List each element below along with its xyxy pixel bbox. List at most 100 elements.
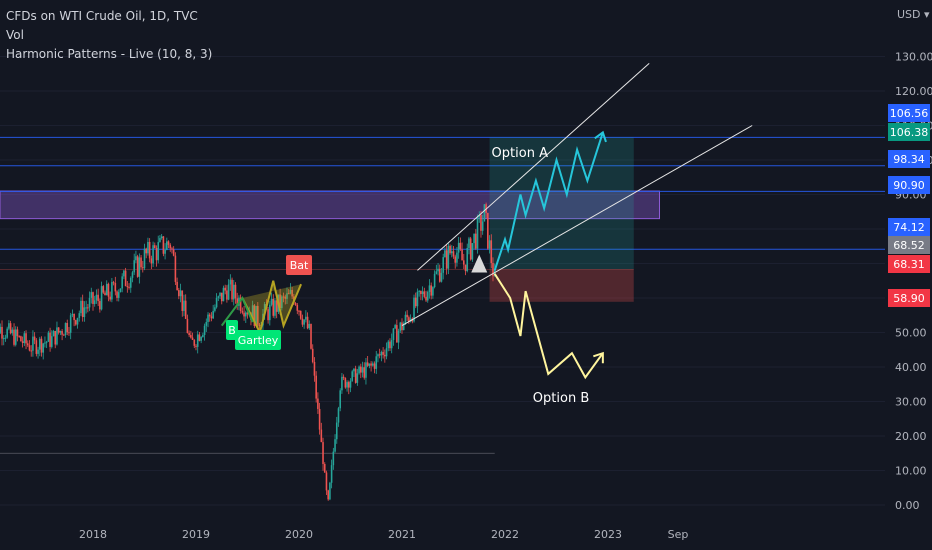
candle-body (164, 249, 166, 254)
candle-body (354, 368, 357, 383)
candle-body (409, 318, 412, 322)
candle-body (480, 214, 482, 231)
candle-body (92, 292, 94, 304)
candle-body (438, 268, 441, 282)
symbol-title[interactable]: CFDs on WTI Crude Oil, 1D, TVC (6, 9, 198, 23)
candle-body (215, 297, 218, 308)
candle-body (450, 251, 453, 254)
candle-body (104, 292, 106, 296)
currency-selector[interactable]: USD ▾ (897, 8, 930, 21)
candle-body (35, 340, 38, 354)
candle-body (222, 287, 225, 302)
y-tick-label: 130.00 (895, 51, 932, 64)
candle-body (385, 348, 388, 357)
y-tick-label: 30.00 (895, 396, 927, 409)
grid-lines (0, 56, 885, 506)
candle-body (281, 296, 283, 309)
zones-layer (0, 136, 885, 454)
candle-body (57, 327, 60, 333)
y-tick-label: 10.00 (895, 465, 927, 478)
candle-body (20, 336, 22, 342)
candle-body (150, 258, 153, 264)
candle-body (123, 270, 125, 277)
candle-body (119, 288, 122, 293)
candle-body (414, 297, 417, 307)
chevron-down-icon: ▾ (924, 8, 930, 21)
candle-body (126, 286, 129, 288)
candle-body (294, 303, 297, 305)
candle-body (298, 310, 300, 312)
candle-body (186, 318, 189, 334)
candle-body (9, 323, 12, 334)
candle-body (172, 249, 175, 256)
candle-body (85, 307, 87, 309)
volume-indicator-label[interactable]: Vol (6, 28, 24, 42)
candle-body (208, 314, 211, 317)
candle-body (76, 317, 79, 325)
candle-body (380, 351, 383, 356)
candle-body (181, 290, 184, 311)
candle-body (128, 286, 130, 288)
candle-body (384, 354, 386, 357)
candle-body (329, 482, 331, 500)
stop-zone (489, 269, 634, 302)
candle-body (63, 334, 65, 336)
candle-body (200, 337, 202, 341)
candle-body (413, 297, 415, 322)
candle-body (73, 313, 75, 321)
candle-body (45, 341, 48, 343)
candle-body (397, 330, 400, 343)
candle-body (179, 290, 182, 297)
candle-body (210, 316, 213, 319)
price-label: 68.31 (893, 258, 925, 271)
x-tick-label: 2020 (285, 528, 313, 541)
candle-body (368, 363, 371, 366)
option-b-path-arrow-icon (593, 351, 604, 364)
price-label: 58.90 (893, 292, 925, 305)
candle-body (42, 343, 45, 353)
candle-body (430, 285, 432, 296)
candle-body (71, 313, 74, 316)
channel-line (401, 125, 753, 327)
candle-body (341, 376, 343, 391)
candle-body (313, 362, 316, 376)
candle-body (456, 252, 458, 263)
candle-body (205, 322, 208, 326)
candle-body (361, 367, 364, 373)
candle-body (49, 332, 51, 347)
candle-body (191, 337, 194, 340)
candle-body (463, 260, 465, 265)
candle-body (296, 304, 299, 311)
candle-body (406, 314, 408, 318)
bat-label: Bat (290, 259, 309, 272)
option-a-label: Option A (492, 146, 549, 161)
candle-body (342, 376, 345, 379)
option-a-path-arrow-icon (594, 130, 607, 143)
candle-body (420, 290, 422, 295)
candle-body (308, 324, 311, 329)
candle-body (272, 298, 275, 316)
candle-body (88, 297, 91, 308)
candle-body (447, 245, 450, 269)
candle-body (176, 281, 178, 291)
candle-body (437, 268, 439, 272)
candle-body (75, 320, 77, 325)
price-label-bg (888, 218, 930, 236)
candle-body (459, 242, 462, 250)
harmonic-indicator-label[interactable]: Harmonic Patterns - Live (10, 8, 3) (6, 47, 213, 61)
candle-body (81, 300, 84, 318)
candle-body (224, 287, 226, 291)
candle-body (322, 442, 324, 464)
candle-body (478, 214, 481, 218)
candle-body (423, 291, 426, 297)
candle-body (1, 326, 3, 339)
candle-body (267, 309, 269, 321)
candle-body (107, 283, 110, 297)
candle-body (220, 292, 223, 302)
candle-body (318, 408, 321, 430)
candle-body (231, 279, 233, 300)
candle-body (396, 325, 398, 343)
candle-body (464, 264, 467, 272)
candle-body (100, 286, 103, 310)
